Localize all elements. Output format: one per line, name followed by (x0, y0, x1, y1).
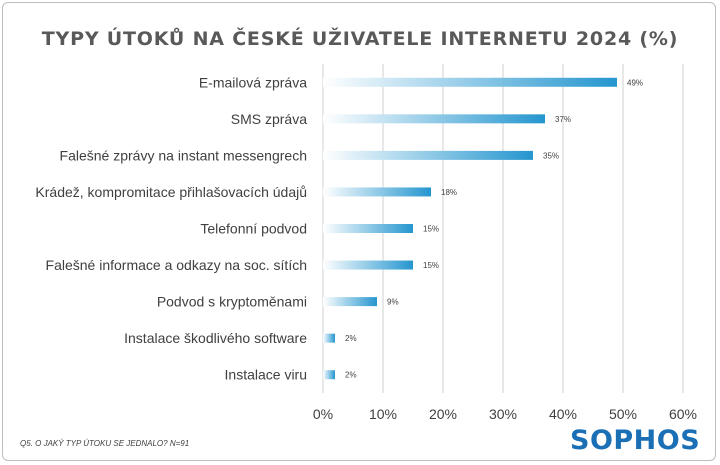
data-label: 15% (423, 261, 439, 270)
footnote: Q5. O JAKÝ TYP ÚTOKU SE JEDNALO? N=91 (20, 439, 190, 448)
x-tick-label: 50% (609, 406, 637, 422)
bar (323, 333, 335, 343)
category-label: Instalace viru (225, 367, 307, 383)
category-label: Krádež, kompromitace přihlašovacích údaj… (35, 184, 307, 200)
x-tick-label: 10% (369, 406, 397, 422)
x-tick-label: 0% (313, 406, 333, 422)
x-tick-label: 30% (489, 406, 517, 422)
bar (323, 224, 413, 233)
bar (323, 260, 413, 270)
category-label: Instalace škodlivého software (124, 330, 307, 346)
category-label: Falešné zprávy na instant messengrech (60, 147, 307, 163)
data-label: 9% (387, 298, 399, 307)
bar (323, 114, 545, 124)
x-tick-label: 20% (429, 406, 457, 422)
bar (323, 187, 431, 197)
category-label: E-mailová zpráva (199, 74, 307, 90)
x-tick-label: 60% (669, 406, 697, 422)
bar (323, 77, 617, 87)
x-tick-label: 40% (549, 406, 577, 422)
category-label: Podvod s kryptoměnami (157, 294, 307, 310)
category-label: SMS zpráva (231, 111, 307, 127)
data-label: 15% (423, 225, 439, 234)
data-label: 35% (543, 151, 559, 160)
category-label: Telefonní podvod (200, 221, 307, 237)
data-label: 18% (441, 188, 457, 197)
category-label: Falešné informace a odkazy na soc. sítíc… (46, 257, 307, 273)
data-label: 2% (345, 334, 357, 343)
bar (323, 297, 377, 307)
chart-title: TYPY ÚTOKŮ NA ČESKÉ UŽIVATELE INTERNETU … (41, 28, 679, 50)
bar (323, 150, 533, 160)
bar (323, 370, 335, 380)
data-label: 2% (345, 371, 357, 380)
sophos-logo: SOPHOS (570, 425, 701, 456)
data-label: 49% (627, 78, 643, 87)
data-label: 37% (555, 115, 571, 124)
